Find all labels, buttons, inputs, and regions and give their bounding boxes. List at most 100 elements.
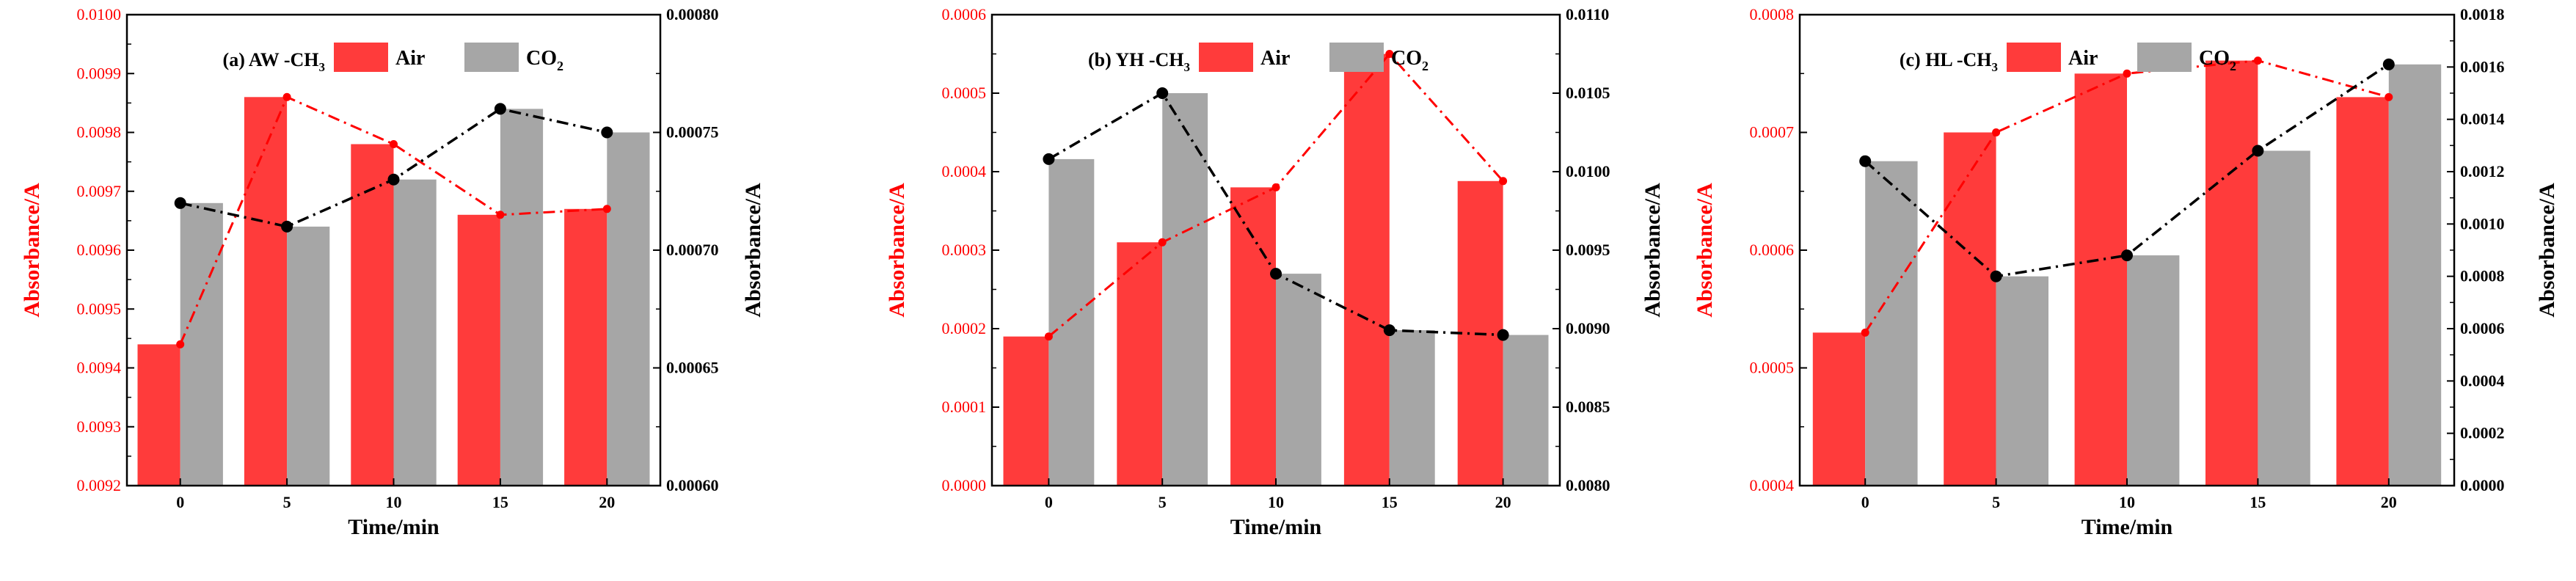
legend-swatch-co2 [1329,43,1384,72]
bar-air [1944,132,1996,486]
right-tick-label: 0.0014 [2460,110,2505,128]
point-air [1499,177,1508,186]
right-tick-label: 0.0012 [2460,162,2505,180]
left-tick-label: 0.0099 [77,64,122,82]
panel-title: (c) HL -CH3 [1900,49,1998,74]
bar-air [244,97,288,486]
x-tick-label: 5 [1159,493,1167,511]
left-tick-label: 0.0000 [942,476,987,494]
left-tick-label: 0.0001 [942,398,987,416]
panel-title: (b) YH -CH3 [1088,49,1190,74]
point-co2 [494,103,506,115]
right-tick-label: 0.0110 [1566,5,1609,23]
bar-air [1230,187,1276,486]
legend-label-main: CO [526,47,557,70]
line-air [1864,59,2390,334]
legend-swatch-co2 [464,43,519,72]
point-co2 [2121,249,2133,262]
bar-co2 [1389,330,1435,486]
point-co2 [601,126,613,139]
left-tick-label: 0.0093 [77,417,122,436]
x-tick-label: 0 [176,493,184,511]
bar-co2 [1503,335,1549,486]
left-tick-label: 0.0092 [77,476,122,494]
x-tick-label: 5 [1992,493,2000,511]
point-air [2253,56,2262,65]
right-tick-label: 0.00075 [666,123,719,142]
bar-co2 [1865,161,1918,486]
left-tick-label: 0.0006 [942,5,987,23]
chart-panel-2: 0.0000 0.0001 0.0002 0.0003 0.0004 0.0005 0.00… [885,5,1665,539]
left-tick-label: 0.0005 [942,84,987,102]
point-air [1271,183,1280,191]
panel-title-main: (b) YH -CH [1088,49,1183,70]
bar-air [564,208,607,486]
bar-co2 [2127,255,2180,486]
bar-air [1003,336,1049,486]
left-tick-label: 0.0096 [77,241,122,259]
legend-label-air: Air [1260,47,1290,70]
legend: Air CO2 [1199,43,1429,73]
x-axis-title: Time/min [1230,515,1322,539]
bar-co2 [500,109,544,486]
legend-label-subscript: 2 [1422,59,1429,73]
right-tick-label: 0.0100 [1566,162,1610,180]
right-tick-label: 0.0105 [1566,84,1610,102]
x-tick-label: 15 [492,493,508,511]
x-tick-label: 15 [1382,493,1398,511]
point-co2 [1043,153,1055,165]
bar-co2 [2388,64,2442,486]
legend-label-co2: CO2 [1391,47,1429,73]
right-tick-label: 0.00060 [666,476,719,494]
left-axis-title: Absorbance/A [20,183,44,318]
left-tick-label: 0.0005 [1750,359,1795,377]
bar-co2 [607,132,650,486]
bar-co2 [180,202,223,486]
legend-label-air: Air [2068,47,2098,70]
bar-co2 [1162,93,1208,486]
point-co2 [387,173,400,186]
point-air [176,340,185,348]
chart-panel-3: 0.0004 0.0005 0.0006 0.0007 0.0008 0.0000 0.00… [1693,5,2559,539]
bar-co2 [2258,150,2310,486]
right-tick-label: 0.00065 [666,359,719,377]
bar-air [1343,54,1390,486]
right-tick-label: 0.0000 [2460,476,2505,494]
chart-panel-1: 0.0092 0.0093 0.0094 0.0095 0.0096 0.0097 0.00… [20,5,765,539]
left-tick-label: 0.0008 [1750,5,1795,23]
left-axis-title: Absorbance/A [885,183,909,318]
left-tick-label: 0.0004 [1750,476,1795,494]
point-air [2123,69,2131,78]
x-tick-label: 15 [2250,493,2266,511]
legend: Air CO2 [2007,43,2236,73]
right-tick-label: 0.0004 [2460,371,2505,390]
left-tick-label: 0.0097 [77,182,122,200]
legend-swatch-co2 [2137,43,2192,72]
bar-air [457,214,500,486]
point-co2 [281,220,293,233]
left-tick-label: 0.0007 [1750,123,1795,142]
legend-swatch-air [2007,43,2061,72]
left-tick-label: 0.0004 [942,162,987,180]
point-air [602,205,611,213]
right-tick-label: 0.0095 [1566,241,1610,259]
left-tick-label: 0.0098 [77,123,122,142]
x-tick-label: 10 [1268,493,1284,511]
x-tick-label: 0 [1045,493,1053,511]
left-tick-label: 0.0003 [942,241,987,259]
right-tick-label: 0.0090 [1566,319,1610,337]
line-air [179,95,607,345]
left-tick-label: 0.0006 [1750,241,1795,259]
legend-label-co2: CO2 [2199,47,2236,73]
point-co2 [1270,268,1282,280]
legend-swatch-air [1199,43,1253,72]
point-air [496,211,505,219]
left-tick-label: 0.0100 [77,5,122,23]
point-air [2385,92,2393,101]
point-co2 [2252,145,2264,157]
bar-air [1117,242,1163,486]
bar-air [2336,97,2389,486]
right-tick-label: 0.0018 [2460,5,2505,23]
x-tick-label: 10 [2119,493,2135,511]
